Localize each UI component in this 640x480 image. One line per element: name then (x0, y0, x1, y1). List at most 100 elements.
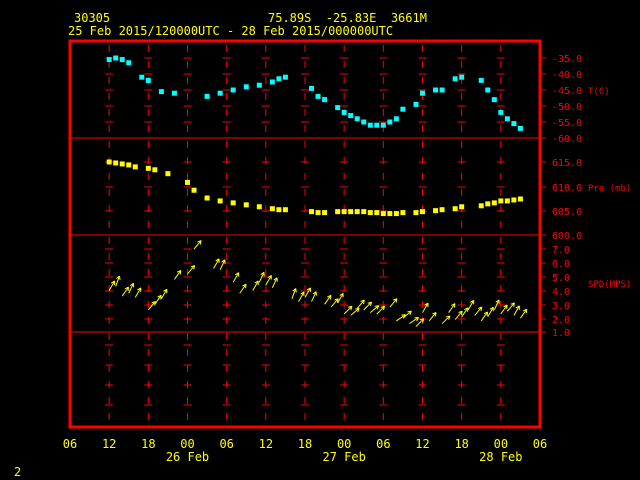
wind-arrow-stroke (258, 272, 265, 283)
wind-arrow-stroke (389, 298, 398, 308)
temperature-point (387, 119, 393, 125)
wind-arrow-stroke (382, 306, 386, 311)
wind-arrow (115, 275, 121, 287)
wind-arrow-stroke (160, 289, 168, 300)
wind-arrow (441, 315, 451, 325)
x-tick-label: 06 (533, 437, 547, 451)
wind-arrow (520, 308, 528, 319)
pressure-point (504, 198, 510, 204)
wind-arrow-stroke (327, 294, 332, 298)
wind-arrow-stroke (487, 307, 494, 318)
temperature-point (400, 106, 406, 112)
wind-arrow (147, 300, 156, 311)
pressure-point (145, 165, 151, 171)
temperature-point (335, 105, 341, 111)
wind-arrow (265, 275, 272, 286)
wind-arrow-stroke (291, 288, 297, 299)
pressure-point (106, 159, 112, 165)
wind-arrow-stroke (380, 305, 385, 308)
wind-arrow (363, 301, 373, 311)
wind-arrow-stroke (467, 300, 475, 311)
temperature-point (452, 76, 458, 82)
wind-arrow-stroke (415, 318, 425, 327)
wind-arrow (493, 299, 500, 311)
wind-arrow-stroke (339, 292, 344, 296)
wind-arrow-stroke (470, 299, 474, 303)
wind-arrow-stroke (343, 305, 353, 315)
wind-arrow (128, 282, 135, 294)
temperature-point (217, 90, 223, 96)
wind-arrow-stroke (157, 294, 162, 298)
wind-arrow-stroke (480, 311, 488, 322)
temperature-point (485, 87, 491, 93)
wind-arrow-stroke (407, 310, 412, 313)
pressure-point (498, 198, 504, 204)
plot-frame (68, 39, 542, 429)
pressure-point (354, 209, 360, 215)
x-day-label: 27 Feb (322, 450, 365, 464)
x-tick-label: 18 (454, 437, 468, 451)
wind-arrow-stroke (367, 301, 372, 304)
wind-arrow-stroke (336, 298, 339, 303)
wind-arrow-stroke (395, 298, 398, 303)
wind-arrow-stroke (235, 272, 239, 276)
wind-arrow (298, 291, 305, 302)
temperature-point (126, 60, 132, 66)
y-tick-label: 600.0 (552, 231, 582, 242)
wind-arrow-stroke (363, 299, 365, 305)
wind-arrow-stroke (503, 304, 508, 308)
temperature-point (276, 76, 282, 82)
wind-arrow-stroke (448, 315, 451, 320)
wind-arrow-stroke (128, 283, 134, 294)
wind-arrow-stroke (118, 275, 121, 281)
wind-arrow-stroke (510, 302, 515, 305)
pressure-point (309, 209, 315, 215)
temperature-point (282, 74, 288, 80)
wind-arrow-stroke (151, 300, 156, 304)
wind-arrow (409, 316, 419, 325)
x-tick-label: 06 (376, 437, 390, 451)
wind-arrow-stroke (428, 312, 437, 322)
wind-arrow (356, 299, 365, 309)
wind-arrow-stroke (454, 310, 463, 320)
wind-arrow (252, 280, 259, 291)
pressure-point (491, 200, 497, 206)
wind-arrow-stroke (174, 270, 182, 280)
wind-arrow-stroke (176, 269, 181, 273)
wind-arrow (239, 283, 247, 294)
wind-arrow-stroke (489, 306, 494, 310)
wind-arrow-stroke (483, 311, 488, 315)
pressure-point (119, 161, 125, 167)
wind-arrow (500, 304, 508, 315)
temperature-point (439, 87, 445, 93)
wind-arrow (513, 305, 520, 316)
wind-arrow-stroke (458, 310, 463, 314)
wind-arrow-stroke (232, 272, 240, 283)
wind-arrow-stroke (300, 291, 305, 295)
pressure-point (367, 210, 373, 216)
wind-arrow-stroke (409, 316, 419, 325)
wind-arrow-stroke (304, 287, 311, 298)
y-tick-label: -40.0 (552, 70, 582, 81)
temperature-point (380, 122, 386, 128)
x-tick-label: 12 (415, 437, 429, 451)
temperature-point (106, 57, 112, 63)
wind-arrow-stroke (334, 298, 339, 301)
wind-arrow-stroke (187, 265, 195, 275)
temperature-point (374, 122, 380, 128)
wind-arrow (330, 298, 339, 308)
temperature-point (145, 77, 151, 83)
wind-arrow-stroke (271, 277, 278, 288)
wind-arrow-stroke (108, 280, 116, 291)
wind-arrow-stroke (357, 308, 360, 313)
temperature-point (230, 87, 236, 93)
temperature-point (354, 116, 360, 122)
wind-arrow (271, 277, 278, 288)
wind-arrow (213, 258, 220, 269)
wind-arrow (428, 312, 437, 322)
wind-arrow-stroke (493, 299, 500, 311)
x-tick-label: 18 (141, 437, 155, 451)
x-day-label: 28 Feb (479, 450, 522, 464)
wind-arrow (134, 287, 142, 298)
pressure-point (204, 195, 210, 201)
